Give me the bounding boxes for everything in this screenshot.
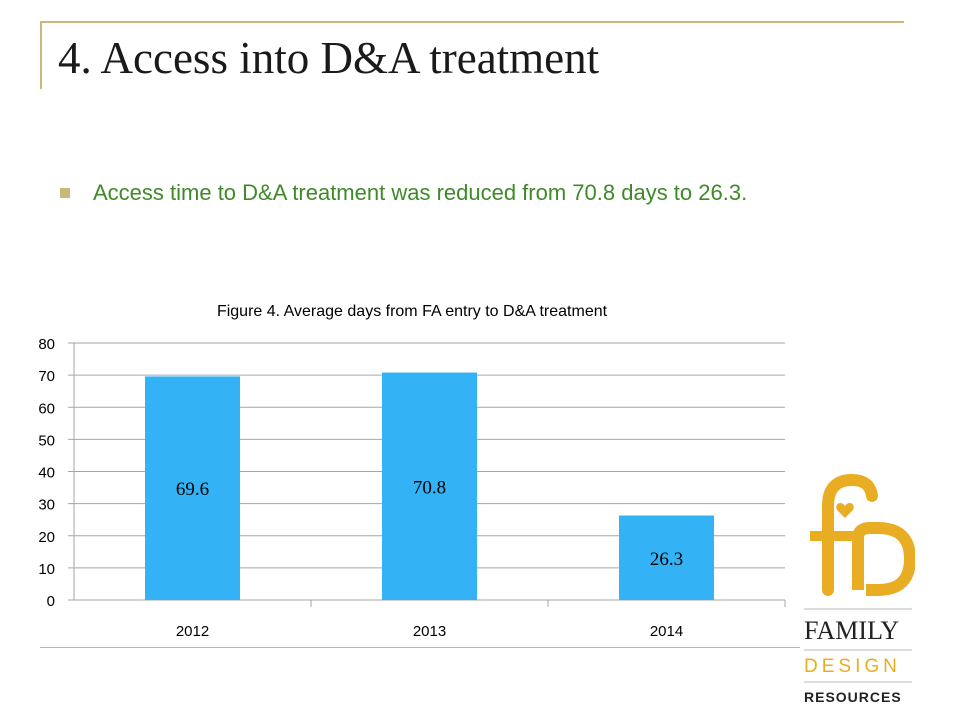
data-label-2014: 26.3 [650, 549, 683, 570]
bar-2012 [145, 376, 240, 600]
y-tick-label: 20 [38, 529, 55, 546]
logo-resources-text: RESOURCES [804, 689, 902, 705]
x-tick-label-2012: 2012 [176, 623, 209, 640]
bottom-frame-line [40, 647, 800, 648]
y-tick-label: 0 [47, 593, 55, 610]
bar-2013 [382, 372, 477, 600]
family-design-resources-logo: FAMILY DESIGN RESOURCES [804, 473, 915, 705]
y-tick-label: 80 [38, 336, 55, 353]
logo-family-text: FAMILY [804, 616, 899, 645]
slide-title: 4. Access into D&A treatment [58, 33, 600, 83]
x-tick-label-2013: 2013 [413, 623, 446, 640]
top-frame-line [40, 21, 904, 23]
logo-design-text: DESIGN [804, 656, 901, 677]
left-frame-line [40, 21, 42, 89]
x-tick-label-2014: 2014 [650, 623, 683, 640]
chart-title: Figure 4. Average days from FA entry to … [217, 303, 608, 320]
data-label-2013: 70.8 [413, 477, 446, 498]
bar-2014 [619, 515, 714, 600]
data-label-2012: 69.6 [176, 479, 209, 500]
bar-chart: Figure 4. Average days from FA entry to … [38, 303, 786, 640]
y-tick-label: 40 [38, 465, 55, 482]
chart-bars: 69.6 70.8 26.3 [145, 372, 714, 600]
y-tick-label: 50 [38, 432, 55, 449]
y-tick-label: 70 [38, 368, 55, 385]
y-tick-label: 10 [38, 561, 55, 578]
y-tick-label: 30 [38, 497, 55, 514]
bullet-square-icon [60, 188, 70, 198]
bullet-text: Access time to D&A treatment was reduced… [93, 180, 748, 205]
y-tick-label: 60 [38, 400, 55, 417]
x-axis-ticks: 2012 2013 2014 [176, 623, 683, 640]
y-axis-ticks: 0 10 20 30 40 50 60 70 80 [38, 336, 55, 610]
fdr-monogram-icon [810, 473, 915, 596]
